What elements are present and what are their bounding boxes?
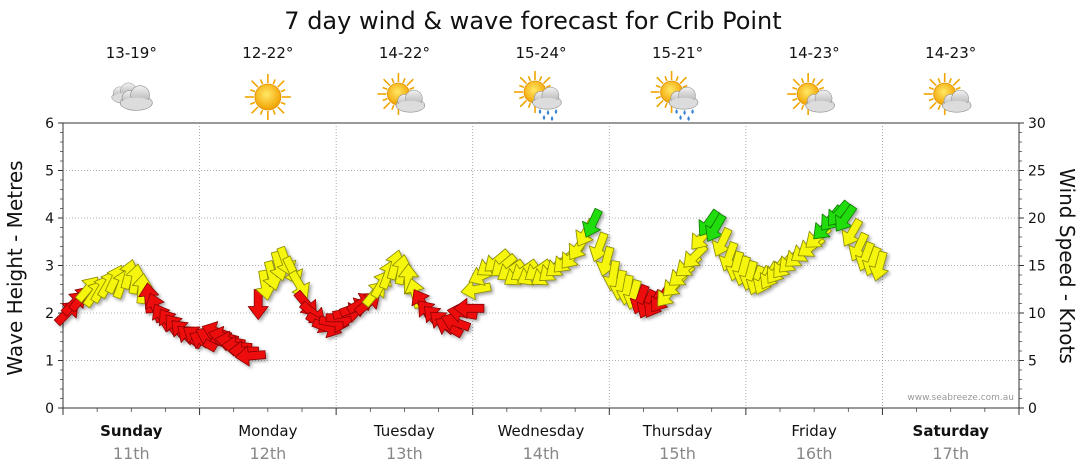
cloud-shape (805, 89, 835, 113)
y-axis-title: Wave Height - Metres (3, 160, 27, 375)
y-tick-label: 4 (45, 211, 54, 227)
day-label: Wednesday (498, 422, 585, 440)
wind-arrow (868, 250, 889, 282)
temperature-label: 14-22° (379, 44, 430, 62)
sun-shower-icon (650, 71, 699, 121)
y-tick-label: 5 (45, 164, 54, 180)
temperature-label: 13-19° (106, 44, 157, 62)
date-label: 16th (796, 444, 833, 463)
day-label: Sunday (100, 422, 163, 440)
date-label: 17th (932, 444, 969, 463)
date-label: 12th (249, 444, 286, 463)
y2-tick-label: 20 (1028, 211, 1046, 227)
raindrops (538, 109, 558, 121)
cloud-shape (668, 86, 699, 110)
date-label: 15th (659, 444, 696, 463)
y2-tick-label: 10 (1028, 306, 1046, 322)
y2-axis-title: Wind Speed - Knots (1055, 168, 1079, 364)
cloud-shape (942, 89, 972, 113)
y-tick-label: 6 (45, 116, 54, 132)
wind-arrow (235, 345, 267, 367)
partly-cloudy-icon (787, 73, 835, 115)
temperature-label: 14-23° (789, 44, 840, 62)
wind-arrow (453, 297, 485, 319)
y-tick-label: 2 (45, 306, 54, 322)
cloud-shape (395, 89, 426, 113)
wind-arrow (397, 263, 419, 295)
sun-shower-icon (514, 71, 562, 121)
day-label: Monday (238, 422, 297, 440)
chart-title: 7 day wind & wave forecast for Crib Poin… (284, 7, 781, 35)
y-tick-label: 0 (45, 401, 54, 417)
partly-cloudy-icon (923, 73, 972, 115)
sun-shape (244, 74, 291, 120)
temperature-label: 15-24° (515, 44, 566, 62)
cloud-shape (532, 86, 562, 110)
temperature-label: 15-21° (652, 44, 703, 62)
credit-label: www.seabreeze.com.au (907, 393, 1014, 403)
day-label: Friday (791, 422, 837, 440)
cloud-shape (119, 85, 153, 111)
temperature-label: 14-23° (925, 44, 976, 62)
y2-tick-label: 30 (1028, 116, 1046, 132)
date-label: 11th (113, 444, 150, 463)
date-label: 14th (523, 444, 560, 463)
date-label: 13th (386, 444, 423, 463)
day-label: Tuesday (373, 422, 435, 440)
wind-arrow (582, 208, 603, 238)
y2-tick-label: 0 (1028, 401, 1037, 417)
y-tick-label: 1 (45, 354, 54, 370)
day-label: Saturday (913, 422, 990, 440)
y2-tick-label: 15 (1028, 259, 1046, 275)
wind-arrow (288, 269, 310, 299)
y-tick-label: 3 (45, 259, 54, 275)
temperature-label: 12-22° (242, 44, 293, 62)
y2-tick-label: 5 (1028, 354, 1037, 370)
raindrops (675, 109, 694, 121)
cloudy-icon (111, 82, 153, 111)
day-label: Thursday (642, 422, 713, 440)
partly-cloudy-icon (377, 73, 426, 115)
sunny-icon (244, 74, 291, 120)
y2-tick-label: 25 (1028, 164, 1046, 180)
